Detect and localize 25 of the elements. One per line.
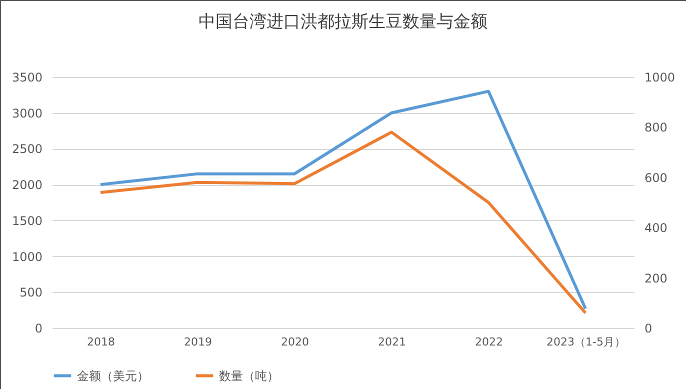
x-tick-label: 2019 <box>184 336 212 348</box>
x-tick-label: 2018 <box>87 336 115 348</box>
chart-title: 中国台湾进口洪都拉斯生豆数量与金额 <box>198 12 488 32</box>
y-tick-label: 1000 <box>12 250 42 264</box>
y-tick-label: 1500 <box>12 214 42 228</box>
y2-tick-label: 400 <box>644 221 668 236</box>
y2-tick-label: 200 <box>644 271 668 286</box>
line-series <box>99 90 587 310</box>
x-tick-label: 2021 <box>378 336 406 348</box>
x-tick-label: 2020 <box>281 336 309 348</box>
y2-tick-label: 800 <box>644 120 668 135</box>
y-tick-label: 3000 <box>12 106 42 120</box>
line-series <box>99 130 587 314</box>
y-tick-label: 500 <box>20 286 42 300</box>
x-tick-label: 2022 <box>475 336 503 348</box>
y2-tick-label: 600 <box>644 170 668 185</box>
y-tick-label: 0 <box>34 322 42 336</box>
x-tick-label: 2023（1-5月） <box>546 336 626 348</box>
y-tick-label: 2500 <box>12 142 42 156</box>
y-tick-label: 2000 <box>12 178 42 192</box>
y2-tick-label: 0 <box>644 322 652 336</box>
legend-label: 数量（吨） <box>219 368 279 383</box>
y-tick-label: 3500 <box>12 70 42 84</box>
y2-tick-label: 1000 <box>644 70 676 84</box>
legend-label: 金额（美元） <box>77 368 149 383</box>
